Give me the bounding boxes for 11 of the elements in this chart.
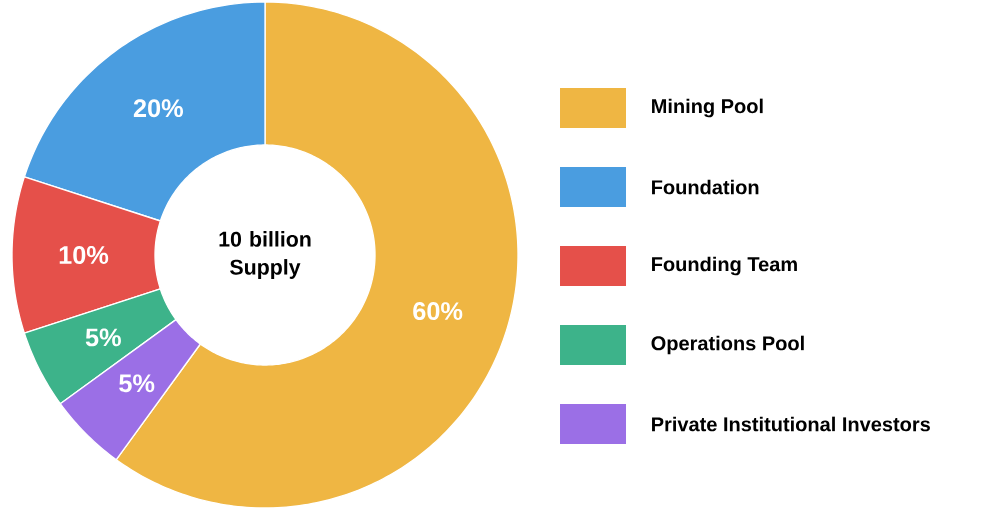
data-label: 10% — [59, 246, 109, 264]
data-label: 20% — [133, 99, 183, 118]
legend-label: Foundation — [652, 179, 759, 195]
text: 10 billion Supply — [219, 231, 311, 279]
data-label: 60% — [413, 302, 463, 321]
legend-label: Mining Pool — [652, 98, 763, 118]
legend-label: Founding Team — [652, 256, 797, 276]
data-label: 5% — [85, 328, 121, 347]
data-label: 5% — [119, 374, 155, 393]
legend-label: Private Institutional Investors — [652, 416, 930, 432]
legend-label: Operations Pool — [651, 335, 804, 355]
